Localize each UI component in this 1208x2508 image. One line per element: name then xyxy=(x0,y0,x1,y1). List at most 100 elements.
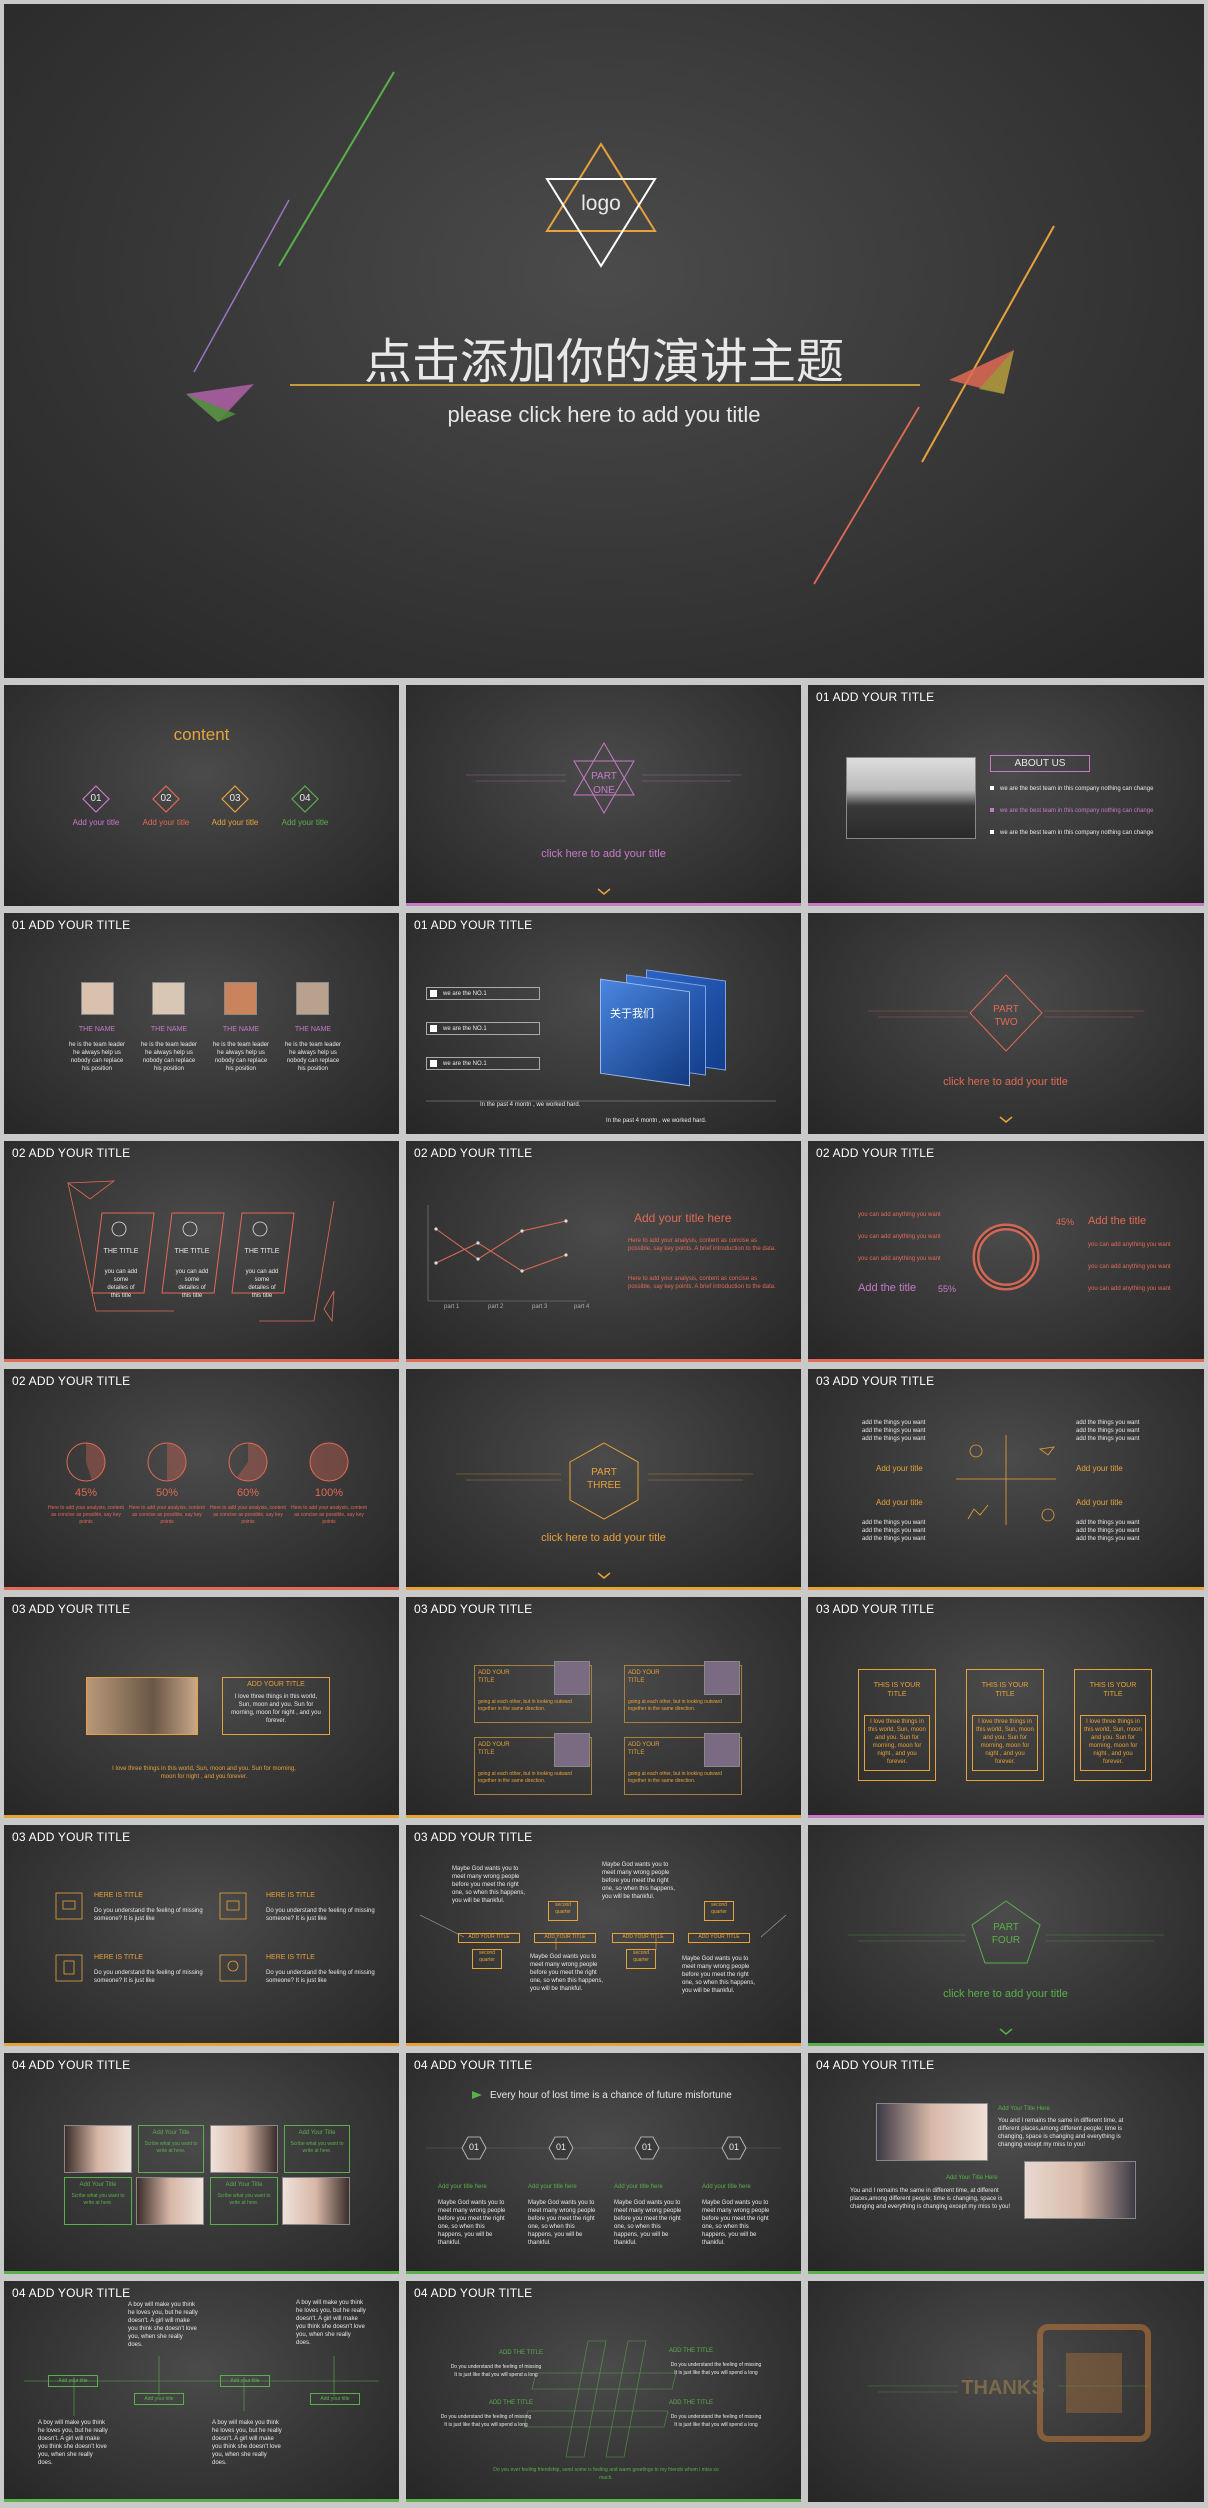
maybe-text: Maybe God wants you to meet many wrong p… xyxy=(530,1954,604,1993)
part-two-diamond xyxy=(868,974,1144,1123)
part-four-slide[interactable]: PART FOUR click here to add your title xyxy=(808,1825,1204,2046)
line-chart-para: Here to add your analysis, content as co… xyxy=(628,1276,776,1291)
cover-title[interactable]: 点击添加你的演讲主题 xyxy=(363,334,844,390)
kiss-text: You and I remains the same in different … xyxy=(850,2188,1011,2211)
pie-pct: 50% xyxy=(155,1487,179,1499)
thanks-slide[interactable]: THANKS xyxy=(808,2281,1204,2502)
column-title: THIS IS YOUR TITLE xyxy=(1089,1682,1137,1699)
team-slide[interactable]: 01 ADD YOUR TITLE THE NAME THE NAME THE … xyxy=(4,913,399,1134)
thanks-text: THANKS xyxy=(961,2377,1045,2399)
pies-slide[interactable]: 02 ADD YOUR TITLE 45% 50% 60% 100% Here … xyxy=(4,1369,399,1590)
logo-text: logo xyxy=(581,192,621,215)
donut-right-pct: 45% xyxy=(1056,1217,1075,1227)
part-four-pentagon xyxy=(848,1900,1164,2035)
pie-pct: 60% xyxy=(236,1487,260,1499)
card-title: THE TITLE xyxy=(174,1248,210,1255)
slide-header: 03 ADD YOUR TITLE xyxy=(12,1602,131,1616)
woman-photo xyxy=(876,2103,988,2161)
no1-line-2: In the past 4 montn , we worked hard. xyxy=(606,1118,707,1124)
part-one-cta[interactable]: click here to add your title xyxy=(541,848,666,860)
pie-text: Here to add your analysis, content as co… xyxy=(48,1505,124,1525)
series-point xyxy=(434,1261,438,1265)
card-text: going at each other, but in looking outw… xyxy=(478,1771,572,1784)
member-desc: he is the team leader he always help us … xyxy=(68,1042,126,1073)
girls-slide[interactable]: 04 ADD YOUR TITLE Add Your Title Add You… xyxy=(4,2053,399,2274)
hex-title: Add your title here xyxy=(438,2184,487,2190)
pie-row xyxy=(66,1442,349,1482)
tick-label: part 2 xyxy=(488,1304,504,1310)
boy-tag: Add your title xyxy=(134,2393,184,2405)
card xyxy=(624,1665,742,1723)
girl-title: Add Your Title xyxy=(225,2182,263,2188)
part-three-label: PART xyxy=(591,1467,617,1478)
here-title-slide[interactable]: 03 ADD YOUR TITLE HERE IS TITLE HERE IS … xyxy=(4,1825,399,2046)
photo-title-heading: ADD YOUR TITLE xyxy=(247,1681,305,1688)
hash-slide[interactable]: 04 ADD YOUR TITLE ADD THE TITLE ADD THE … xyxy=(406,2281,801,2502)
content-slide[interactable]: content 01 02 03 04 Add your title Add y… xyxy=(4,685,399,906)
four-cards-slide[interactable]: 03 ADD YOUR TITLE ADD YOUR TITLE ADD YOU… xyxy=(406,1597,801,1818)
quad-slide[interactable]: 03 ADD YOUR TITLE add the things you wan… xyxy=(808,1369,1204,1590)
about-slide[interactable]: 01 ADD YOUR TITLE ABOUT US we are the be… xyxy=(808,685,1204,906)
quad-title: Add your title xyxy=(1076,1464,1123,1473)
girl-title: Add Your Title xyxy=(79,2182,117,2188)
here-title: HERE IS TITLE xyxy=(266,1954,315,1961)
content-label-1: Add your title xyxy=(72,818,120,827)
three-cards-slide[interactable]: 02 ADD YOUR TITLE THE TITLE THE TITLE TH… xyxy=(4,1141,399,1362)
three-cols-slide[interactable]: 03 ADD YOUR TITLE THIS IS YOUR TITLE THI… xyxy=(808,1597,1204,1818)
series-point xyxy=(564,1219,568,1223)
misfortune-slide[interactable]: 04 ADD YOUR TITLE Every hour of lost tim… xyxy=(406,2053,801,2274)
line-chart-slide[interactable]: 02 ADD YOUR TITLE Add your title here He… xyxy=(406,1141,801,1362)
part-two-cta[interactable]: click here to add your title xyxy=(943,1076,1068,1088)
tick-label: part 1 xyxy=(444,1304,460,1310)
card-title: ADD YOUR TITLE xyxy=(478,1670,510,1685)
pie-text: Here to add your analysis, content as co… xyxy=(291,1505,367,1525)
boy-girl-slide[interactable]: 04 ADD YOUR TITLE A boy will make you th… xyxy=(4,2281,399,2502)
donut-right-line: you can add anything you want xyxy=(1088,1286,1171,1292)
cover-subtitle[interactable]: please click here to add you title xyxy=(447,402,761,427)
no1-line-1: In the past 4 montn , we worked hard. xyxy=(480,1102,581,1108)
boy-tag: Add your title xyxy=(220,2375,270,2387)
photo-title-slide[interactable]: 03 ADD YOUR TITLE ADD YOUR TITLE I love … xyxy=(4,1597,399,1818)
no1-slide[interactable]: 01 ADD YOUR TITLE we are the NO.1 we are… xyxy=(406,913,801,1134)
kiss-slide[interactable]: 04 ADD YOUR TITLE Add Your Title Here Yo… xyxy=(808,2053,1204,2274)
misfortune-headline: Every hour of lost time is a chance of f… xyxy=(490,2090,732,2101)
hash-text: Do you understand the feeling of missing… xyxy=(670,2414,762,2428)
girl-text: Scribe what you want to write at here. xyxy=(217,2193,271,2206)
column-title: THIS IS YOUR TITLE xyxy=(981,1682,1029,1699)
card-text: you can add some detailes of this title xyxy=(175,1269,209,1300)
part-one-star xyxy=(466,741,741,895)
card-text: going at each other, but in looking outw… xyxy=(478,1699,572,1712)
pie-text: Here to add your analysis, content as co… xyxy=(129,1505,205,1525)
column-card xyxy=(966,1669,1044,1781)
maybe-slide[interactable]: 03 ADD YOUR TITLE Maybe God wants you to… xyxy=(406,1825,801,2046)
quarter-tag: second quarter xyxy=(472,1949,502,1969)
series-line xyxy=(435,1242,567,1272)
donut-slide[interactable]: 02 ADD YOUR TITLE you can add anything y… xyxy=(808,1141,1204,1362)
here-text: Do you understand the feeling of missing… xyxy=(266,1908,375,1923)
divider-line xyxy=(426,1100,776,1102)
slide-header: 03 ADD YOUR TITLE xyxy=(414,1602,533,1616)
part-three-slide[interactable]: PART THREE click here to add your title xyxy=(406,1369,801,1590)
part-one-slide[interactable]: PART ONE click here to add your title xyxy=(406,685,801,906)
slide-header: 03 ADD YOUR TITLE xyxy=(816,1602,935,1616)
part-four-label: PART xyxy=(993,1922,1019,1933)
series-point xyxy=(476,1257,480,1261)
no1-item: we are the NO.1 xyxy=(426,1022,540,1035)
content-label-2: Add your title xyxy=(142,818,190,827)
content-title: content xyxy=(173,725,230,744)
hash-title: ADD THE TITLE xyxy=(668,2400,714,2406)
hexagon-row xyxy=(426,2136,781,2160)
content-label-4: Add your title xyxy=(281,818,329,827)
girl-photo xyxy=(64,2125,132,2173)
girl-card xyxy=(64,2177,132,2225)
donut-left-line: you can add anything you want xyxy=(858,1212,941,1218)
part-three-cta[interactable]: click here to add your title xyxy=(541,1532,666,1544)
column-text: I love three things in this world, Sun, … xyxy=(972,1715,1038,1771)
part-two-slide[interactable]: PART TWO click here to add your title xyxy=(808,913,1204,1134)
photo-title-box xyxy=(222,1677,330,1735)
cover-slide[interactable]: logo 点击添加你的演讲主题 please click here to add… xyxy=(4,4,1204,678)
girl-photo xyxy=(136,2177,204,2225)
card-text: going at each other, but in looking outw… xyxy=(628,1771,722,1784)
boy-text: A boy will make you think he loves you, … xyxy=(296,2300,366,2347)
part-four-cta[interactable]: click here to add your title xyxy=(943,1988,1068,2000)
